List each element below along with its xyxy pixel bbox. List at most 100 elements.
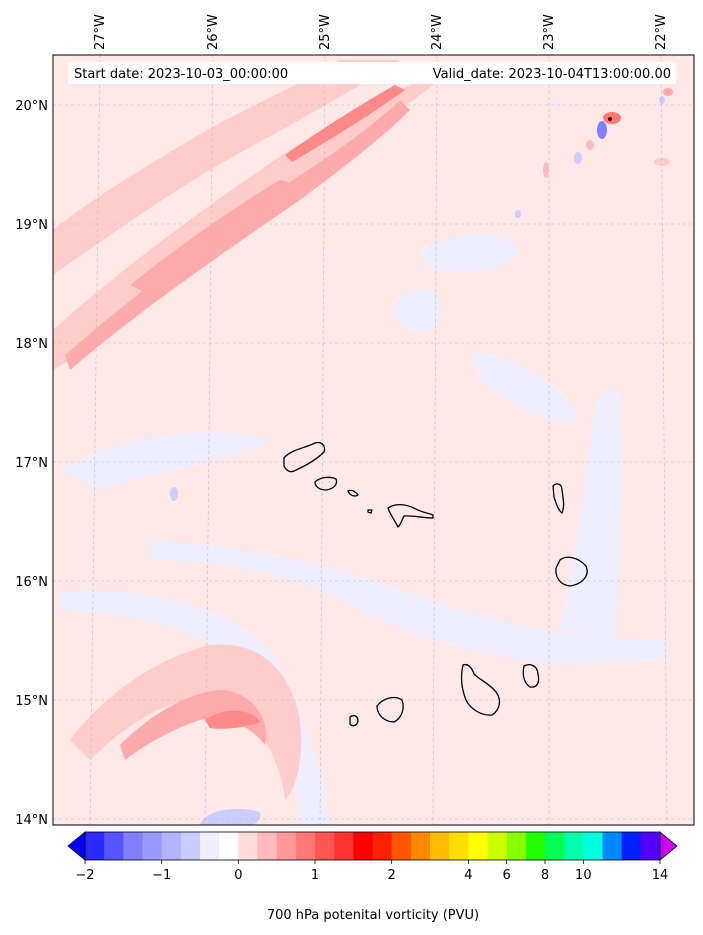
colorbar-cell [506,832,527,860]
ne-pv-blob-8 [654,158,670,166]
longitude-tick-label: 24°W [430,14,445,50]
latitude-tick-label: 20°N [15,99,48,114]
colorbar-tick-label: −2 [75,868,94,883]
colorbar-cell [621,832,642,860]
negative-pv-north-streak [420,233,520,272]
colorbar-cell [468,832,488,860]
colorbar-tick-label: 4 [464,868,472,883]
ne-pv-cluster [515,88,673,218]
colorbar-cell [276,832,297,860]
start-date-label: Start date: 2023-10-03_00:00:00 [74,67,288,82]
island-santa-luzia [347,489,359,497]
colorbar-cell [334,832,354,860]
annotation-box [68,62,676,84]
colorbar-tick-label: 14 [652,868,669,883]
colorbar-tick-label: 0 [234,868,242,883]
meridian-line [319,55,326,825]
ne-pv-blob-6 [515,210,521,218]
ne-pv-dipole-peak [608,117,612,121]
colorbar-tick-label: 6 [503,868,511,883]
colorbar-cell [180,832,201,860]
island-santiago [460,663,501,716]
colorbar-cell [257,832,278,860]
colorbar-cell [449,832,469,860]
colorbar-cell [104,832,124,860]
negative-pv-east-column [560,389,623,640]
negative-pv-mid-patch [395,289,442,334]
pv-lobe-core [205,710,260,729]
colorbar-cell [142,832,163,860]
graticule [53,55,694,825]
colorbar-tick-label: −1 [152,868,171,883]
latitude-tick-label: 16°N [15,575,48,590]
latitude-tick-label: 15°N [15,694,48,709]
colorbar-extend-max-arrow [659,831,678,861]
ne-pv-dipole-red [603,112,621,124]
positive-pv-lobe-southwest [70,644,302,800]
colorbar-ticks: −2 −1 0 1 2 4 6 8 10 14 [75,860,668,883]
colorbar-cell [353,832,373,860]
pv-filament-mid [65,100,410,370]
negative-pv-regions [60,233,665,825]
island-sal [552,483,565,514]
latitude-tick-labels: 20°N 19°N 18°N 17°N 16°N 15°N 14°N [15,99,48,828]
negative-pv-central-west [60,431,270,490]
pv-lobe-outer [70,644,302,800]
island-branco [367,509,373,514]
meridian-line [89,55,101,825]
colorbar-cell [391,832,412,860]
pv-filament-west-strip [130,180,300,295]
ne-pv-blob-3 [552,100,558,110]
island-fogo [376,696,404,723]
ne-pv-blob-4 [663,88,673,96]
latitude-tick-label: 19°N [15,218,48,233]
colorbar-cell [430,832,450,860]
coastlines [283,441,588,727]
negative-pv-core-south [200,808,261,825]
latitude-tick-label: 17°N [15,456,48,471]
island-sao-nicolau [387,503,434,528]
colorbar-tick-label: 10 [575,868,592,883]
meridian-line [660,55,668,825]
colorbar-outline [84,831,661,861]
negative-pv-band-south [60,590,330,825]
latitude-tick-label: 18°N [15,337,48,352]
pv-filament-core [285,85,405,162]
colorbar-extend-min-arrow [67,831,86,861]
colorbar-cell [525,832,546,860]
colorbar: −2 −1 0 1 2 4 6 8 10 14 700 hPa potenital vortici… [67,831,678,923]
island-brava [349,714,359,727]
colorbar-cell [564,832,584,860]
colorbar-cell [410,832,431,860]
island-santo-antao [283,441,326,473]
island-sao-vicente [314,476,338,491]
valid-date-label: Valid_date: 2023-10-04T13:00:00.00 [433,67,671,82]
longitude-tick-label: 26°W [206,14,221,50]
longitude-tick-label: 25°W [318,14,333,50]
meridian-line [432,55,438,825]
colorbar-tick-label: 8 [541,868,549,883]
ne-pv-dipole-blue [597,121,607,139]
ne-pv-blob-1 [574,152,582,164]
colorbar-cell [238,832,258,860]
longitude-tick-label: 22°W [654,14,669,50]
colorbar-cell [219,832,239,860]
colorbar-cell [85,832,105,860]
ne-pv-blob-2 [586,140,594,150]
colorbar-cell [602,832,623,860]
colorbar-cell [640,832,661,860]
colorbar-cell [545,832,565,860]
longitude-tick-label: 27°W [93,14,108,50]
negative-pv-cores [170,487,261,825]
island-boa-vista [555,556,588,587]
colorbar-cell [372,832,393,860]
colorbar-cells [85,832,661,860]
colorbar-cell [200,832,220,860]
colorbar-cell [295,832,316,860]
ne-pv-blob-7 [543,162,549,178]
map-plot-area: Start date: 2023-10-03_00:00:00 Valid_da… [53,55,694,825]
colorbar-cell [315,832,335,860]
colorbar-cell [487,832,508,860]
island-maio [522,664,540,688]
